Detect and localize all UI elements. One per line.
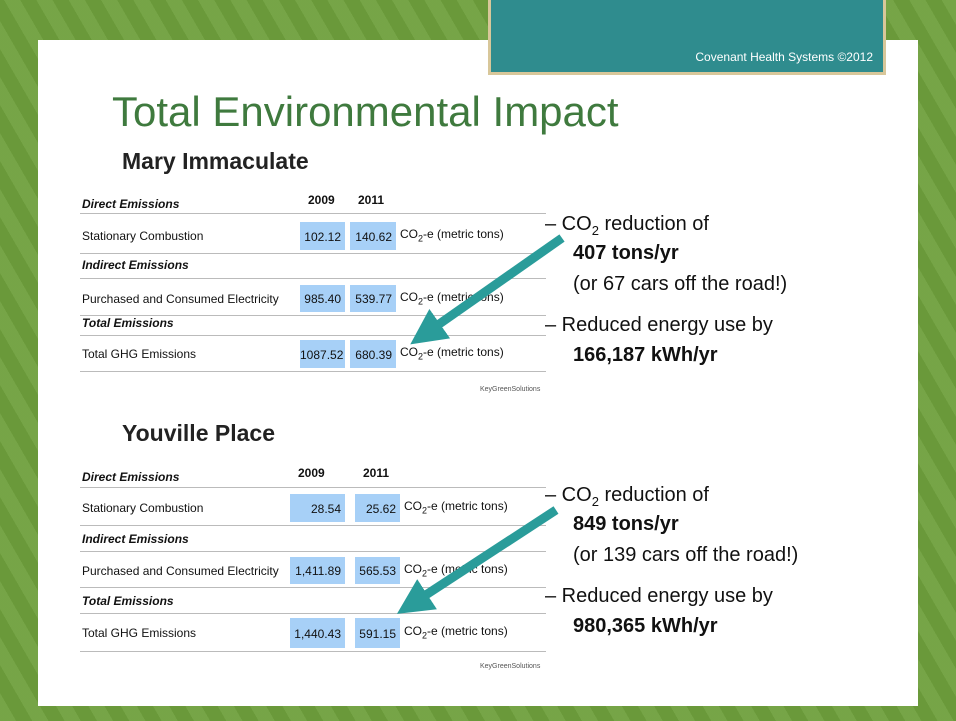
arrows bbox=[0, 0, 956, 721]
arrow bbox=[412, 510, 556, 604]
slide: Covenant Health Systems ©2012 Total Envi… bbox=[0, 0, 956, 721]
arrow bbox=[425, 238, 562, 334]
